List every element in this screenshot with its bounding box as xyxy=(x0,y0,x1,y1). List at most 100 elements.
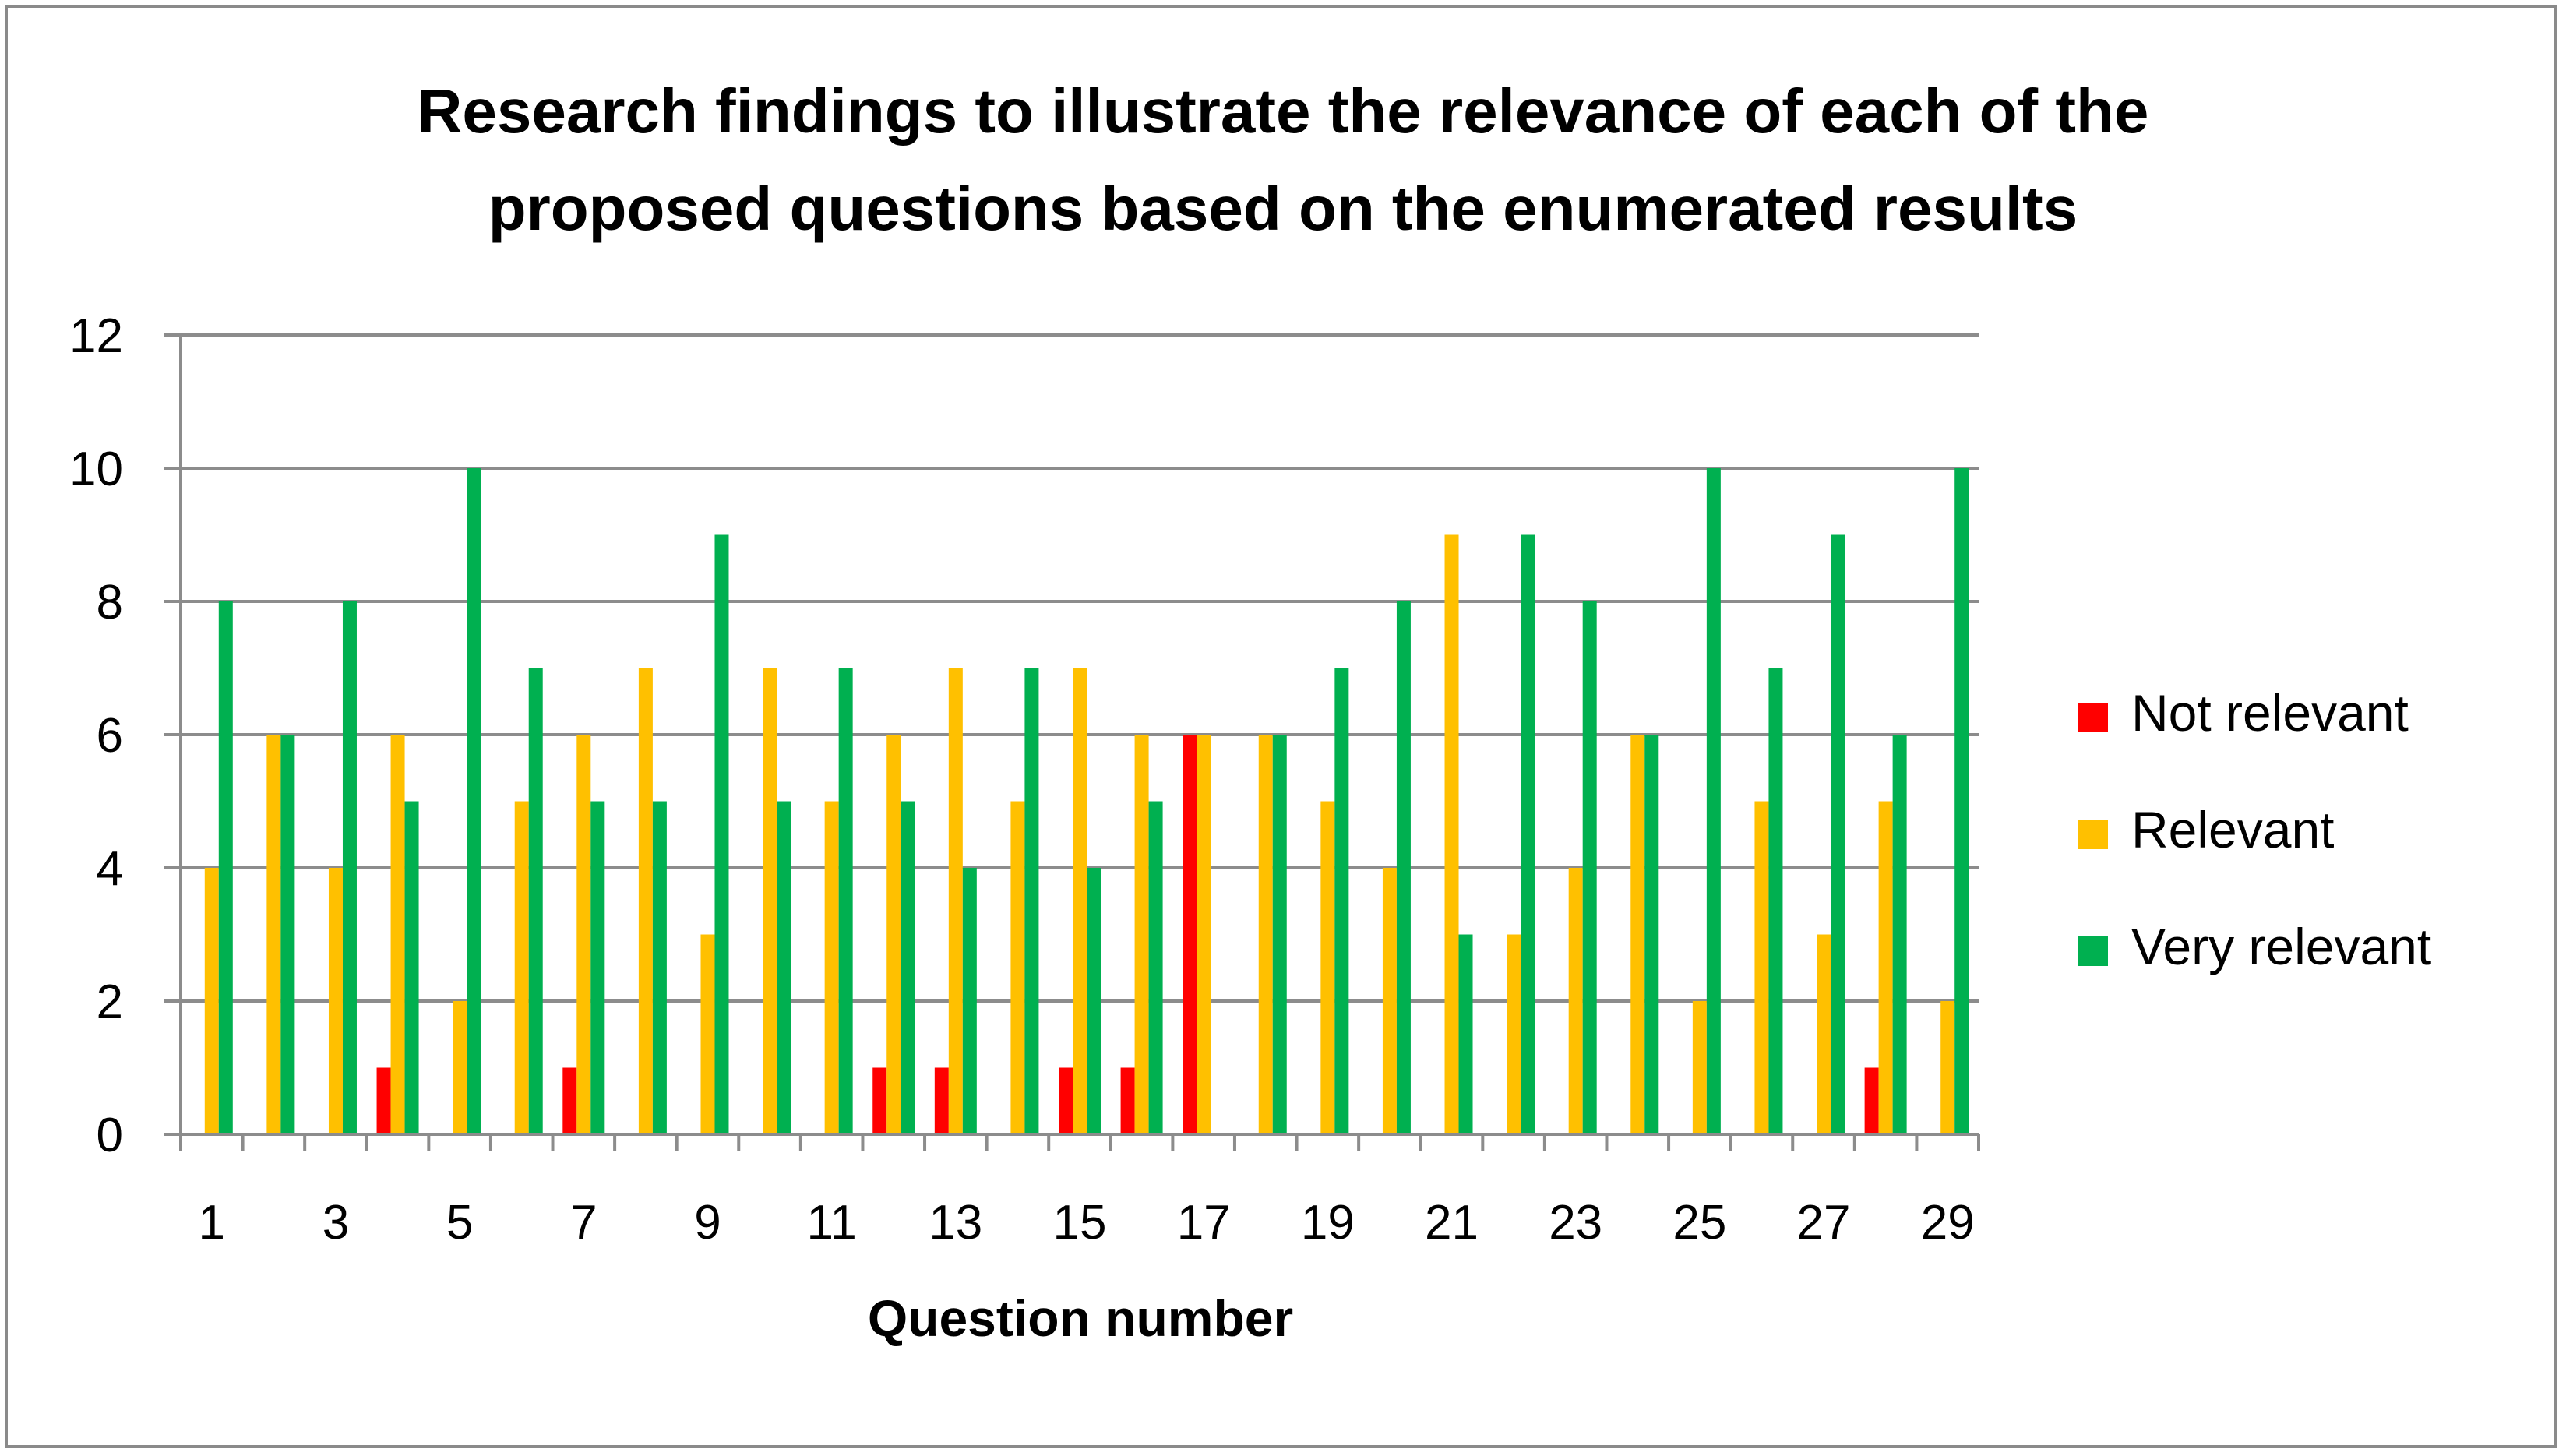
bar-very-relevant xyxy=(467,468,481,1134)
bar-very-relevant xyxy=(1768,668,1783,1134)
bar-very-relevant xyxy=(652,801,667,1134)
bar-very-relevant xyxy=(1087,868,1101,1134)
chart-frame xyxy=(5,5,2557,1448)
x-tick-labels: 1 3 5 7 9 11 13 15 17 19 21 23 25 27 29 xyxy=(199,1196,1975,1250)
x-tick-label: 13 xyxy=(929,1196,982,1250)
x-tick-label: 25 xyxy=(1672,1196,1726,1250)
x-tick-label: 7 xyxy=(570,1196,597,1250)
bar-relevant xyxy=(1258,735,1273,1134)
bar-very-relevant xyxy=(714,534,729,1134)
y-tick-label: 12 xyxy=(69,309,123,363)
bar-very-relevant xyxy=(1148,801,1163,1134)
bar-relevant xyxy=(1197,735,1211,1134)
bar-relevant xyxy=(1134,735,1149,1134)
bar-very-relevant xyxy=(1024,668,1039,1134)
x-tick-label: 5 xyxy=(446,1196,473,1250)
bar-relevant xyxy=(763,668,777,1134)
bar-very-relevant xyxy=(1521,534,1535,1134)
x-tick-label: 15 xyxy=(1053,1196,1107,1250)
bar-very-relevant xyxy=(1458,934,1473,1134)
bar-relevant xyxy=(1878,801,1893,1134)
bar-relevant xyxy=(948,668,963,1134)
bar-relevant xyxy=(1507,934,1521,1134)
bar-relevant xyxy=(1754,801,1769,1134)
legend-swatch xyxy=(2078,703,2108,732)
bar-relevant xyxy=(390,735,405,1134)
bar-very-relevant xyxy=(280,735,295,1134)
bar-relevant xyxy=(328,868,343,1134)
bar-very-relevant xyxy=(1644,735,1659,1134)
legend: Not relevant Relevant Very relevant xyxy=(2078,684,2431,975)
bar-very-relevant xyxy=(901,801,915,1134)
bar-very-relevant xyxy=(1334,668,1349,1134)
bar-very-relevant xyxy=(528,668,543,1134)
bar-relevant xyxy=(886,735,901,1134)
bar-relevant xyxy=(1010,801,1025,1134)
legend-label: Not relevant xyxy=(2131,684,2409,742)
bar-very-relevant xyxy=(838,668,853,1134)
x-tick-label: 19 xyxy=(1301,1196,1355,1250)
y-tick-label: 10 xyxy=(69,442,123,496)
bar-relevant xyxy=(1940,1001,1955,1134)
x-tick-label: 29 xyxy=(1921,1196,1975,1250)
y-tick-label: 0 xyxy=(97,1109,123,1162)
chart-title-line-2: proposed questions based on the enumerat… xyxy=(488,174,2078,243)
bar-not-relevant xyxy=(376,1067,391,1134)
bar-very-relevant xyxy=(1954,468,1969,1134)
bar-relevant xyxy=(1568,868,1583,1134)
bar-relevant xyxy=(204,868,219,1134)
x-tick-label: 17 xyxy=(1177,1196,1231,1250)
bar-not-relevant xyxy=(1120,1067,1135,1134)
x-tick-label: 23 xyxy=(1549,1196,1602,1250)
bar-relevant xyxy=(576,735,591,1134)
bar-very-relevant xyxy=(404,801,419,1134)
bar-not-relevant xyxy=(872,1067,887,1134)
bar-very-relevant xyxy=(1396,601,1411,1134)
bar-relevant xyxy=(1444,534,1459,1134)
bar-very-relevant xyxy=(590,801,605,1134)
bar-relevant xyxy=(824,801,839,1134)
bar-relevant xyxy=(638,668,653,1134)
bar-very-relevant xyxy=(1706,468,1721,1134)
bar-relevant xyxy=(1382,868,1397,1134)
x-tick-label: 27 xyxy=(1797,1196,1851,1250)
y-tick-label: 4 xyxy=(97,842,123,896)
bar-very-relevant xyxy=(1831,534,1845,1134)
bar-very-relevant xyxy=(342,601,357,1134)
bar-very-relevant xyxy=(218,601,233,1134)
x-tick-label: 11 xyxy=(806,1196,856,1250)
bar-very-relevant xyxy=(1892,735,1907,1134)
bar-not-relevant xyxy=(1864,1067,1879,1134)
legend-label: Very relevant xyxy=(2131,918,2431,975)
chart-title-line-1: Research findings to illustrate the rele… xyxy=(418,76,2149,146)
x-tick-label: 3 xyxy=(323,1196,349,1250)
bar-very-relevant xyxy=(1582,601,1597,1134)
legend-swatch xyxy=(2078,820,2108,849)
x-tick-label: 9 xyxy=(694,1196,721,1250)
bar-not-relevant xyxy=(1183,735,1197,1134)
bar-relevant xyxy=(1073,668,1087,1134)
x-tick-label: 1 xyxy=(199,1196,225,1250)
bar-very-relevant xyxy=(1272,735,1287,1134)
bar-relevant xyxy=(1692,1001,1707,1134)
y-tick-labels: 0 2 4 6 8 10 12 xyxy=(69,309,123,1162)
bar-relevant xyxy=(266,735,281,1134)
bar-relevant xyxy=(1817,934,1831,1134)
x-tick-label: 21 xyxy=(1425,1196,1479,1250)
bar-relevant xyxy=(514,801,529,1134)
bar-not-relevant xyxy=(934,1067,949,1134)
axes xyxy=(164,333,1980,1151)
bar-relevant xyxy=(700,934,715,1134)
y-tick-label: 2 xyxy=(97,975,123,1029)
x-axis-title: Question number xyxy=(868,1289,1293,1347)
legend-label: Relevant xyxy=(2131,801,2335,858)
bar-relevant xyxy=(1320,801,1335,1134)
bar-very-relevant xyxy=(962,868,977,1134)
bars xyxy=(204,468,1969,1134)
y-tick-label: 6 xyxy=(97,709,123,763)
y-tick-label: 8 xyxy=(97,576,123,629)
legend-swatch xyxy=(2078,936,2108,966)
bar-not-relevant xyxy=(562,1067,577,1134)
bar-relevant xyxy=(1630,735,1645,1134)
